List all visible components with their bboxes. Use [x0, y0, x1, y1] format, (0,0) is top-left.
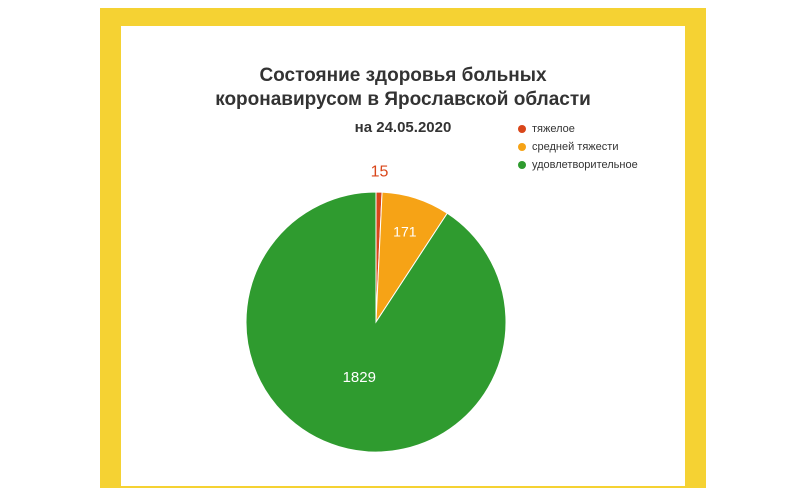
chart-title: Состояние здоровья больных коронавирусом…: [121, 64, 685, 138]
data-label-severe: 15: [371, 163, 389, 180]
data-label-moderate: 171: [393, 224, 417, 240]
title-line-1: Состояние здоровья больных: [259, 65, 547, 86]
chart-legend: тяжелое средней тяжести удовлетворительн…: [518, 120, 638, 174]
legend-label-satisfactory: удовлетворительное: [532, 159, 638, 171]
legend-swatch-satisfactory: [518, 161, 526, 169]
slice-satisfactory: [245, 191, 507, 453]
legend-swatch-moderate: [518, 143, 526, 151]
legend-swatch-severe: [518, 125, 526, 133]
data-label-satisfactory: 1829: [343, 369, 376, 386]
legend-item-satisfactory: удовлетворительное: [518, 156, 638, 174]
title-line-2: коронавирусом в Ярославской области: [215, 89, 591, 110]
legend-item-moderate: средней тяжести: [518, 138, 638, 156]
legend-label-moderate: средней тяжести: [532, 141, 619, 153]
chart-date: на 24.05.2020: [354, 119, 452, 136]
legend-label-severe: тяжелое: [532, 123, 575, 135]
legend-item-severe: тяжелое: [518, 120, 638, 138]
